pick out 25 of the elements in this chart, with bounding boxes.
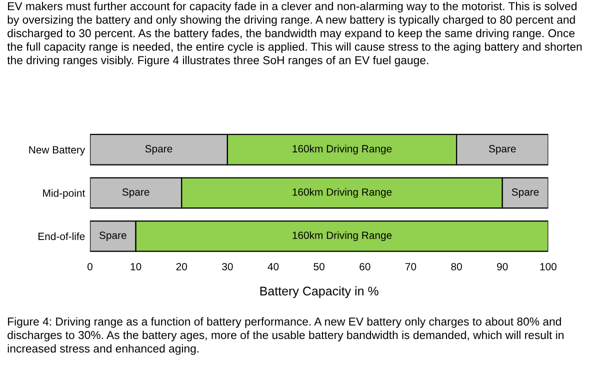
x-tick-label: 80: [451, 262, 462, 270]
x-tick-label: 30: [222, 262, 233, 270]
x-tick-label: 60: [360, 262, 370, 270]
annotation: Spare: [488, 145, 516, 154]
x-tick-label: 70: [405, 262, 416, 270]
y-tick-label: Mid-point: [43, 189, 86, 199]
annotation: Spare: [122, 188, 150, 198]
annotation: Spare: [145, 145, 172, 154]
annotation: Spare: [512, 188, 539, 198]
x-tick-label: 20: [176, 262, 188, 270]
x-tick-label: 40: [268, 262, 279, 270]
y-tick-label: End-of-life: [38, 232, 85, 240]
x-tick-label: 10: [130, 262, 142, 270]
x-tick-label: 0: [87, 262, 92, 270]
x-tick-label: 50: [314, 262, 324, 270]
annotation: 160km Driving Range: [292, 231, 392, 242]
x-tick-label: 100: [540, 262, 556, 270]
chart-subtitle: EV makers must further account for capacity fade in a clever and non-alarming way to the motorist. This is solved by oversizing the battery and only showing the driving range. A new battery is typically charged to 80 percent and discharged to 30 percent. As the battery fades, the bandwidth may expand to keep the same driving range. Once the full capacity range is needed, the entire cycle is applied. This will cause stress to the aging battery and shorten the driving ranges visibly. Figure 4 illustrates three SoH ranges of an EV fuel gauge.: [7, 2, 582, 66]
x-tick-label: 90: [497, 262, 508, 270]
x-axis-title: Battery Capacity in %: [260, 286, 378, 298]
annotation: 160km Driving Range: [292, 144, 392, 154]
annotation: Spare: [99, 232, 126, 242]
annotation: 160km Driving Range: [292, 188, 392, 198]
y-tick-label: New Battery: [29, 146, 86, 156]
caption: Figure 4: Driving range as a function of battery performance. A new EV battery only charges to about 80% and discharges to 30%. As the battery ages, more of the usable battery bandwidth is demanded, which will result in increased stress and enhanced aging.: [8, 317, 564, 355]
